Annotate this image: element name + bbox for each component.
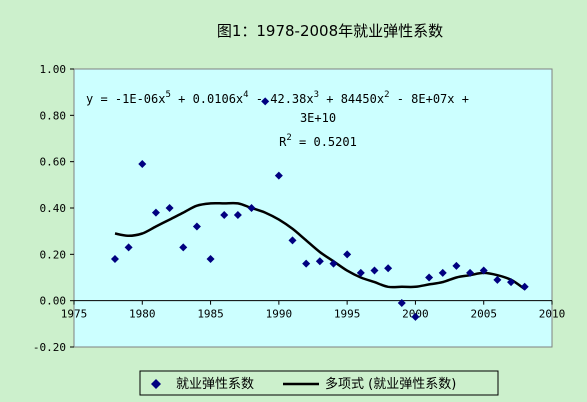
x-tick-label: 2005 [470,308,497,321]
trendline-equation: y = -1E-06x5 + 0.0106x4 - 42.38x3 + 8445… [86,90,469,149]
y-tick-label: 0.00 [40,295,67,308]
legend-marker-scatter [151,379,161,389]
data-point [370,266,379,275]
y-tick-label: -0.20 [33,341,66,354]
data-point [479,266,488,275]
data-point [507,278,516,287]
data-point [165,204,174,212]
data-point [493,275,502,284]
data-point [206,254,215,263]
y-tick-label: 0.80 [40,109,67,122]
points-group [110,97,529,321]
data-point [124,243,133,252]
trendline-curve [114,201,526,291]
r-squared: R2 = 0.5201 [279,133,357,149]
x-tick-label: 1975 [61,308,88,321]
trendline-group [114,201,526,291]
x-tick-label: 2010 [539,308,566,321]
data-point [452,261,461,270]
data-point [329,259,338,268]
y-tick-label: 0.20 [40,248,67,261]
x-axis: 19751980198519901995200020052010 [61,300,566,321]
data-point [288,236,297,245]
data-point [397,298,406,307]
data-point [151,208,160,217]
data-point [179,243,188,252]
data-point [233,210,242,219]
equation-line-1: y = -1E-06x5 + 0.0106x4 - 42.38x3 + 8445… [86,90,469,106]
y-tick-label: 1.00 [40,63,67,76]
data-point [384,264,393,273]
data-point [192,222,201,231]
y-tick-label: 0.60 [40,156,67,169]
data-point [261,97,270,106]
data-point [110,254,119,263]
data-point [315,257,324,266]
data-point [438,268,447,277]
legend-label-trendline: 多项式 (就业弹性系数) [325,376,456,392]
legend-label-scatter: 就业弹性系数 [176,377,254,392]
x-tick-label: 1995 [334,308,361,321]
data-point [138,159,147,168]
data-point [302,259,311,268]
data-point [356,268,365,277]
equation-line-2: 3E+10 [300,111,336,125]
x-tick-label: 1990 [266,308,293,321]
data-point [343,250,352,259]
y-tick-label: 0.40 [40,202,67,215]
x-tick-label: 1985 [197,308,224,321]
data-point [520,282,529,291]
data-point [247,204,256,212]
data-point [466,268,475,277]
legend: 就业弹性系数 多项式 (就业弹性系数) [139,370,499,396]
x-tick-label: 1980 [129,308,156,321]
y-axis: 1.00 0.80 0.60 0.40 0.20 0.00 -0.20 [33,63,74,354]
data-point [274,171,283,180]
data-point [425,273,434,282]
chart-title: 图1：1978-2008年就业弹性系数 [217,22,443,40]
data-point [411,312,420,321]
data-point [220,210,229,219]
